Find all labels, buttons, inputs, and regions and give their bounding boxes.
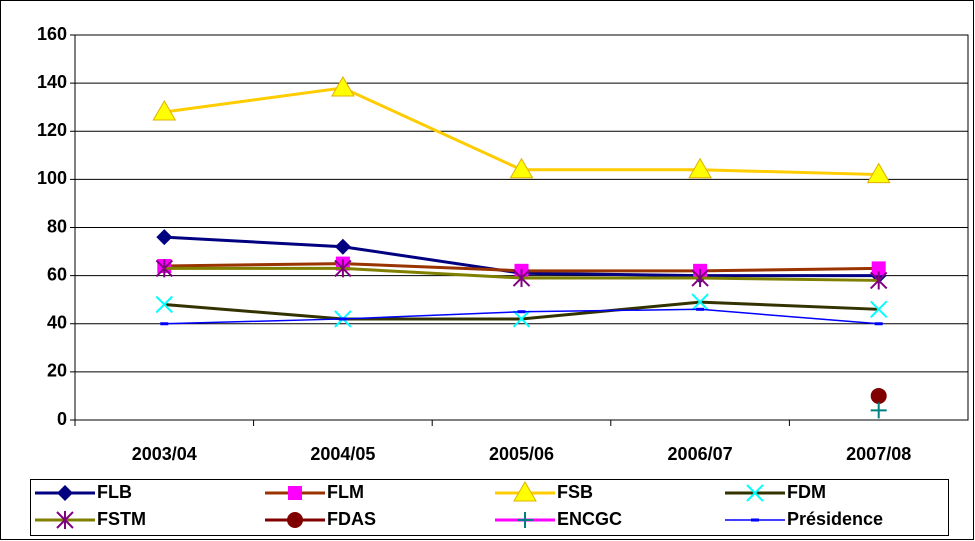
marker xyxy=(746,484,764,502)
marker xyxy=(334,259,352,278)
marker xyxy=(866,162,891,184)
marker xyxy=(517,512,533,528)
x-tick-label: 2006/07 xyxy=(668,444,733,464)
x-tick-label: 2004/05 xyxy=(310,444,375,464)
marker xyxy=(513,481,537,502)
marker xyxy=(512,310,531,328)
y-tick-label: 0 xyxy=(57,409,67,429)
marker xyxy=(696,307,705,311)
y-tick-label: 40 xyxy=(47,313,67,333)
y-tick-label: 120 xyxy=(37,120,67,140)
legend-label: FSB xyxy=(557,482,593,502)
marker xyxy=(871,261,886,276)
marker xyxy=(287,512,303,528)
plot-area xyxy=(74,34,969,421)
marker xyxy=(334,238,351,255)
y-tick-label: 60 xyxy=(47,264,67,284)
y-tick-label: 80 xyxy=(47,216,67,236)
marker xyxy=(160,322,169,326)
marker xyxy=(869,271,888,290)
marker xyxy=(156,229,173,246)
legend-label: FSTM xyxy=(97,509,146,529)
y-tick-label: 20 xyxy=(47,361,67,381)
marker xyxy=(870,387,887,404)
marker xyxy=(331,75,355,97)
y-tick-label: 160 xyxy=(37,24,67,44)
marker xyxy=(869,300,888,319)
marker xyxy=(688,157,712,179)
marker xyxy=(56,511,74,529)
legend-label: FDAS xyxy=(327,509,376,529)
legend-label: FLM xyxy=(327,482,364,502)
legend-label: Présidence xyxy=(787,509,883,529)
x-tick-label: 2005/06 xyxy=(489,444,554,464)
marker xyxy=(155,295,174,314)
marker xyxy=(155,259,174,278)
marker xyxy=(870,402,887,419)
legend-label: FDM xyxy=(787,482,826,502)
marker xyxy=(338,317,347,321)
marker xyxy=(57,485,73,501)
x-tick-label: 2003/04 xyxy=(132,444,197,464)
marker xyxy=(874,322,883,326)
y-tick-label: 140 xyxy=(37,72,67,92)
legend-box xyxy=(30,479,949,536)
legend-label: ENCGC xyxy=(557,509,622,529)
y-tick-label: 100 xyxy=(37,168,67,188)
x-tick-label: 2007/08 xyxy=(846,444,911,464)
marker xyxy=(512,269,531,288)
marker xyxy=(691,293,709,311)
marker xyxy=(288,486,302,500)
marker xyxy=(691,269,709,288)
marker xyxy=(509,157,534,179)
marker xyxy=(152,100,177,121)
legend-label: FLB xyxy=(97,482,132,502)
marker xyxy=(751,518,759,522)
marker xyxy=(517,310,526,314)
